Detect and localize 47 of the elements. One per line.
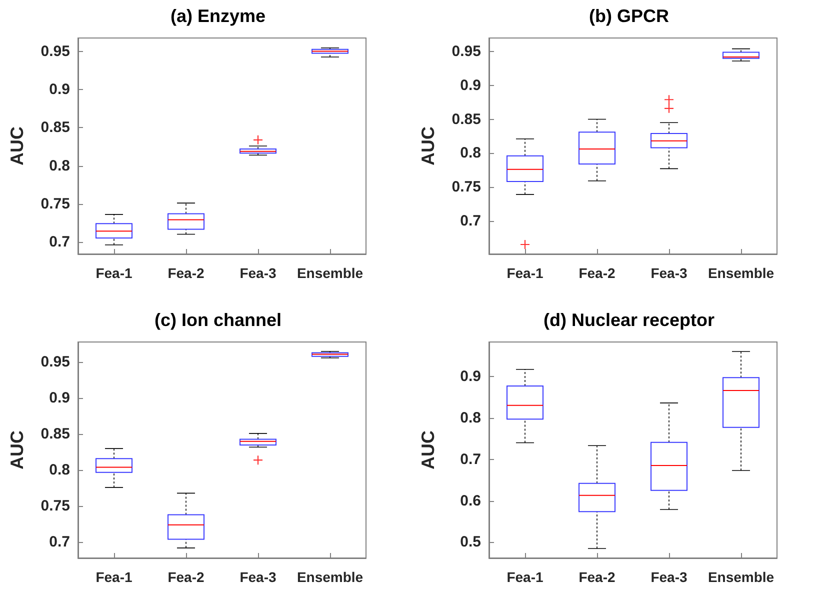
y-tick-label: 0.6: [460, 492, 481, 510]
y-tick-label: 0.95: [40, 354, 70, 371]
y-tick-label: 0.8: [49, 157, 70, 174]
y-tick-label: 0.95: [40, 43, 70, 60]
x-tick-label: Fea-2: [168, 265, 204, 281]
x-tick-label: Fea-3: [650, 265, 688, 281]
y-axis-title: AUC: [418, 430, 438, 470]
x-tick-label: Fea-2: [168, 569, 204, 585]
y-tick-label: 0.9: [460, 368, 481, 385]
y-tick-label: 0.95: [452, 43, 481, 60]
y-tick-label: 0.85: [452, 110, 481, 128]
y-tick-label: 0.9: [460, 76, 481, 94]
x-tick-label: Ensemble: [296, 569, 364, 585]
y-tick-label: 0.8: [460, 409, 481, 426]
y-axis-title: AUC: [418, 126, 438, 166]
x-tick-label: Ensemble: [296, 265, 364, 281]
y-tick-label: 0.75: [40, 195, 70, 212]
x-tick-label: Fea-3: [240, 265, 276, 281]
y-tick-label: 0.8: [460, 144, 481, 162]
y-tick-label: 0.5: [460, 534, 481, 551]
y-tick-label: 0.75: [40, 498, 70, 515]
y-axis-title: AUC: [7, 126, 27, 166]
chart-title: (d) Nuclear receptor: [543, 310, 715, 330]
y-tick-label: 0.9: [49, 390, 70, 407]
chart-title: (b) GPCR: [589, 6, 669, 26]
y-tick-label: 0.7: [460, 212, 481, 230]
y-tick-label: 0.75: [452, 178, 481, 196]
x-tick-label: Fea-1: [96, 265, 132, 281]
y-tick-label: 0.7: [460, 450, 481, 468]
y-tick-label: 0.7: [49, 534, 70, 551]
x-tick-label: Ensemble: [708, 569, 774, 585]
x-tick-label: Fea-1: [96, 569, 132, 585]
y-tick-label: 0.8: [49, 462, 70, 479]
x-tick-label: Fea-2: [578, 569, 616, 585]
x-tick-label: Fea-3: [240, 569, 276, 585]
x-tick-label: Fea-2: [578, 265, 616, 281]
y-tick-label: 0.85: [40, 119, 70, 136]
chart-title: (c) Ion channel: [154, 310, 282, 330]
y-tick-label: 0.85: [40, 426, 70, 443]
chart-title: (a) Enzyme: [170, 6, 266, 26]
x-tick-label: Fea-1: [506, 569, 544, 585]
x-tick-label: Fea-3: [650, 569, 688, 585]
y-tick-label: 0.7: [49, 233, 70, 250]
x-tick-label: Ensemble: [708, 265, 774, 281]
y-tick-label: 0.9: [49, 81, 70, 98]
y-axis-title: AUC: [7, 430, 27, 470]
x-tick-label: Fea-1: [506, 265, 544, 281]
